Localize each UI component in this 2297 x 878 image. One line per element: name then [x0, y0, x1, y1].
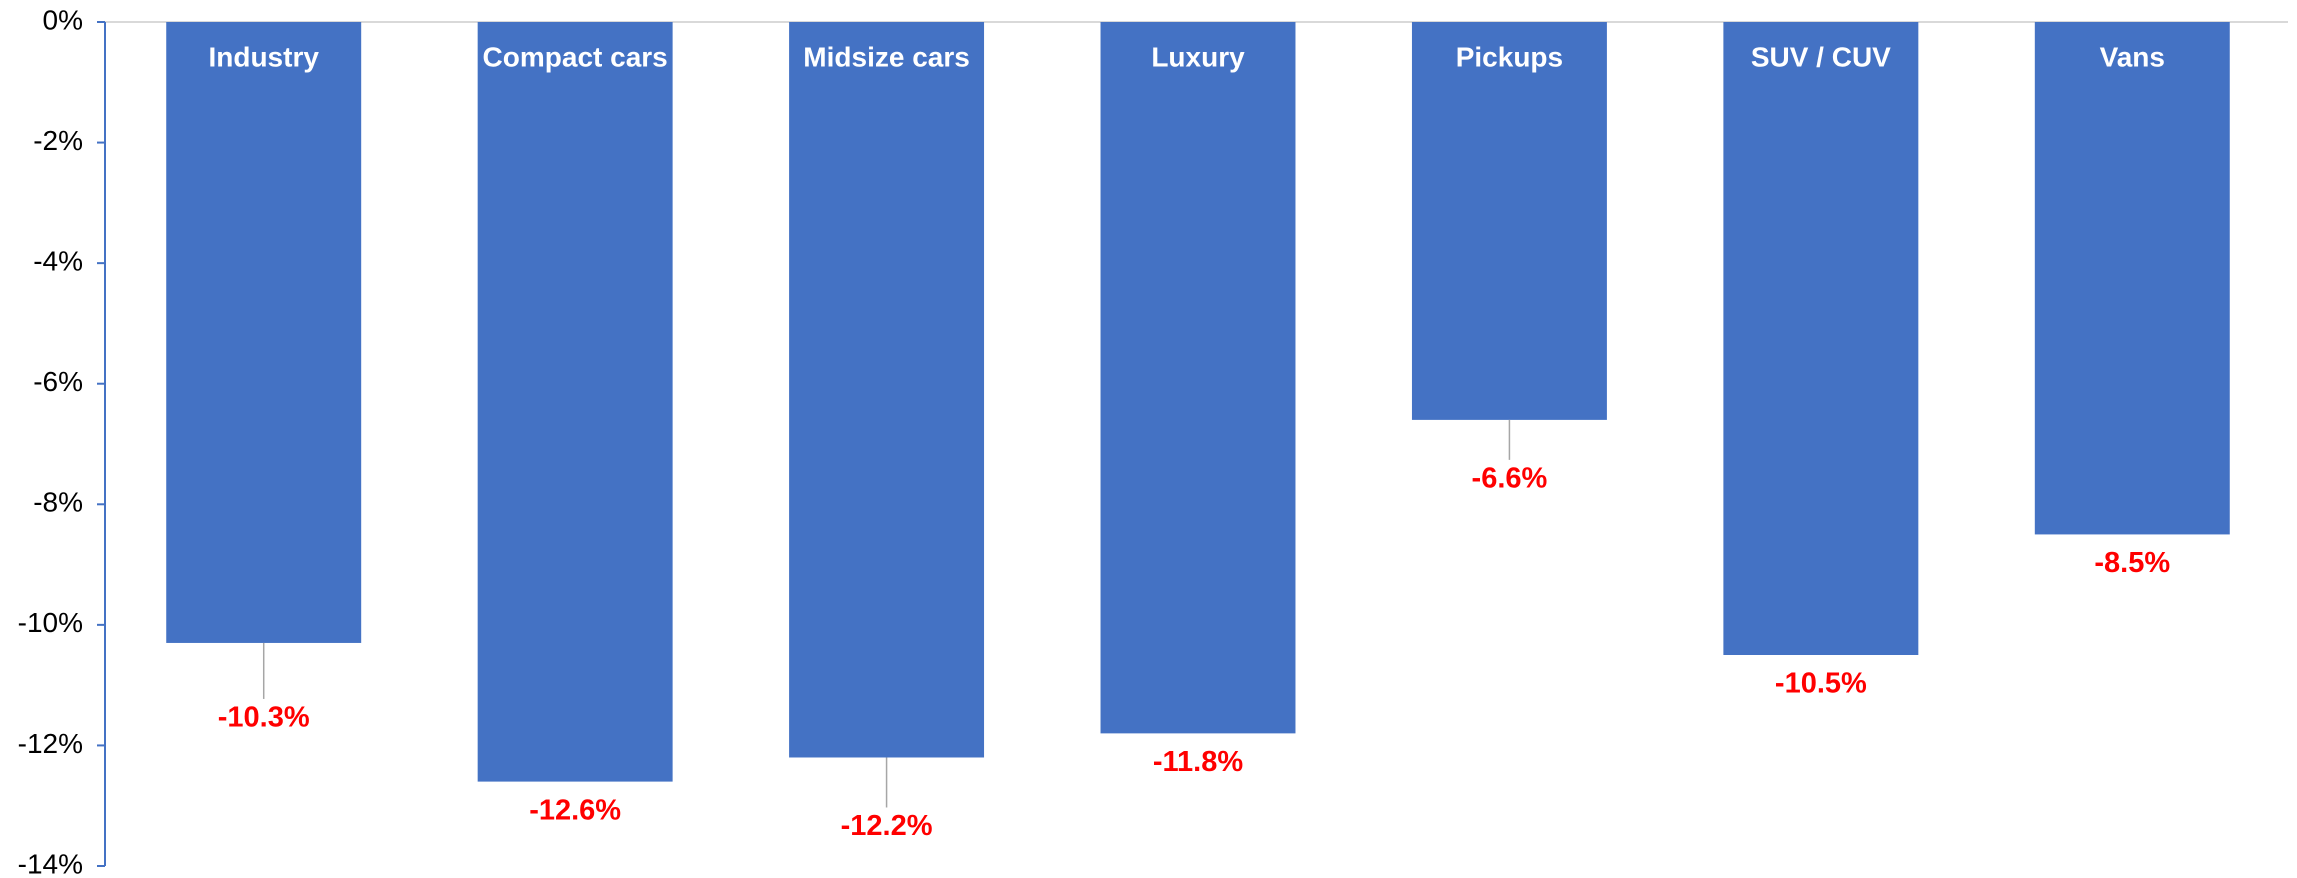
category-label: Luxury	[1151, 41, 1245, 72]
bar	[166, 22, 362, 643]
y-tick-label: 0%	[43, 4, 83, 35]
y-tick-label: -14%	[18, 848, 83, 878]
bar	[789, 22, 985, 758]
y-tick-label: -10%	[18, 607, 83, 638]
value-label: -10.5%	[1775, 668, 1867, 700]
category-label: Industry	[208, 41, 319, 72]
bar	[477, 22, 673, 782]
value-label: -11.8%	[1153, 746, 1243, 778]
y-tick-label: -12%	[18, 728, 83, 759]
y-tick-label: -2%	[33, 125, 83, 156]
category-label: Midsize cars	[803, 41, 970, 72]
category-label: Vans	[2100, 41, 2165, 72]
category-label: Compact cars	[483, 41, 668, 72]
category-label: Pickups	[1456, 41, 1563, 72]
bar	[2034, 22, 2230, 535]
bar	[1723, 22, 1919, 655]
y-tick-label: -8%	[33, 487, 83, 518]
value-label: -6.6%	[1472, 463, 1548, 495]
y-tick-label: -4%	[33, 246, 83, 277]
y-tick-label: -6%	[33, 366, 83, 397]
value-label: -8.5%	[2094, 547, 2170, 579]
bar	[1411, 22, 1607, 420]
bar	[1100, 22, 1296, 734]
value-label: -10.3%	[218, 702, 310, 734]
value-label: -12.6%	[529, 794, 621, 826]
value-label: -12.2%	[841, 810, 933, 842]
category-label: SUV / CUV	[1751, 41, 1891, 72]
